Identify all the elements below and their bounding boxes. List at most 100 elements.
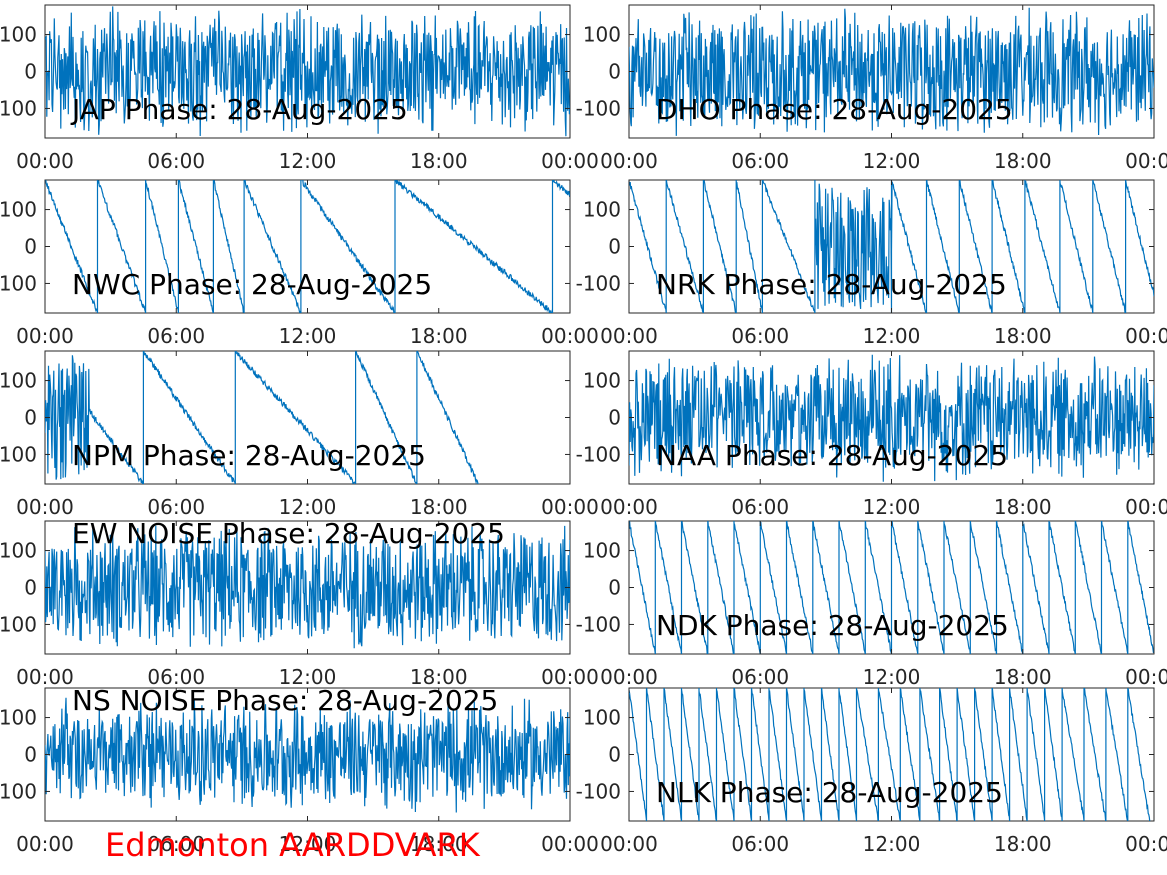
phase-trace [629, 521, 1154, 654]
x-tick-label: 00:00 [1125, 832, 1167, 856]
y-tick-label: 100 [0, 23, 37, 47]
x-tick-label: 00:00 [16, 665, 74, 689]
x-tick-label: 12:00 [863, 832, 921, 856]
panel-title: NRK Phase: 28-Aug-2025 [656, 268, 1007, 301]
phase-trace [629, 7, 1154, 136]
phase-trace [45, 351, 480, 484]
x-tick-label: 18:00 [410, 665, 468, 689]
x-tick-label: 18:00 [410, 495, 468, 519]
y-tick-label: 100 [583, 23, 621, 47]
y-tick-label: -100 [0, 612, 37, 636]
y-tick-label: 0 [24, 60, 37, 84]
panel-title: NDK Phase: 28-Aug-2025 [656, 609, 1009, 642]
x-tick-label: 06:00 [731, 832, 789, 856]
x-tick-label: 00:00 [600, 495, 658, 519]
phase-trace [45, 6, 570, 137]
x-tick-label: 06:00 [731, 324, 789, 348]
y-tick-label: 100 [583, 369, 621, 393]
x-tick-label: 06:00 [147, 324, 205, 348]
phase-panel-7: 100 0 -100 00:00 06:00 12:00 18:00 00:00 EW NOIS… [0, 517, 599, 689]
x-tick-label: 12:00 [279, 495, 337, 519]
y-tick-label: 100 [0, 198, 37, 222]
x-tick-label: 00:00 [600, 665, 658, 689]
x-tick-label: 18:00 [994, 149, 1052, 173]
x-tick-label: 06:00 [147, 832, 205, 856]
x-tick-label: 12:00 [279, 665, 337, 689]
y-tick-label: 0 [608, 576, 621, 600]
x-tick-label: 00:00 [541, 495, 599, 519]
phase-panel-10: 100 0 -100 00:00 06:00 12:00 18:00 00:00 NLK Pha… [576, 687, 1167, 856]
phase-panel-3: 100 0 -100 00:00 06:00 12:00 18:00 00:00 NWC Pha… [0, 179, 599, 348]
y-tick-label: 0 [608, 406, 621, 430]
y-tick-label: 100 [0, 706, 37, 730]
phase-panel-4: 100 0 -100 00:00 06:00 12:00 18:00 00:00 NRK Pha… [576, 179, 1167, 348]
x-tick-label: 12:00 [279, 149, 337, 173]
y-tick-label: 0 [24, 743, 37, 767]
x-tick-label: 00:00 [541, 149, 599, 173]
x-tick-label: 00:00 [600, 149, 658, 173]
y-tick-label: 100 [583, 539, 621, 563]
panel-title: NLK Phase: 28-Aug-2025 [656, 776, 1003, 809]
panel-title: JAP Phase: 28-Aug-2025 [70, 93, 408, 126]
panel-title: NAA Phase: 28-Aug-2025 [656, 439, 1008, 472]
x-tick-label: 06:00 [147, 665, 205, 689]
x-tick-label: 00:00 [16, 495, 74, 519]
x-tick-label: 12:00 [863, 149, 921, 173]
plot-area [44, 350, 571, 485]
panel-title: DHO Phase: 28-Aug-2025 [656, 93, 1013, 126]
y-tick-label: -100 [576, 96, 621, 120]
x-tick-label: 18:00 [994, 324, 1052, 348]
station-title: Edmonton AARDDVARK [105, 826, 480, 864]
y-tick-label: -100 [576, 442, 621, 466]
phase-trace [45, 180, 570, 313]
y-tick-label: 100 [583, 706, 621, 730]
y-tick-label: -100 [0, 779, 37, 803]
y-tick-label: 0 [24, 406, 37, 430]
phase-trace [629, 354, 1154, 482]
phase-panel-5: 100 0 -100 00:00 06:00 12:00 18:00 00:00 NPM Pha… [0, 350, 599, 519]
y-tick-label: -100 [0, 271, 37, 295]
x-tick-label: 00:00 [1125, 149, 1167, 173]
x-tick-label: 06:00 [147, 149, 205, 173]
x-tick-label: 00:00 [541, 665, 599, 689]
x-tick-label: 00:00 [541, 832, 599, 856]
phase-trace [45, 525, 570, 649]
x-tick-label: 18:00 [410, 832, 468, 856]
x-tick-label: 00:00 [1125, 665, 1167, 689]
phase-trace [629, 180, 1154, 313]
y-tick-label: 100 [0, 369, 37, 393]
x-tick-label: 06:00 [731, 665, 789, 689]
y-tick-label: 0 [24, 576, 37, 600]
y-tick-label: -100 [576, 779, 621, 803]
x-tick-label: 06:00 [147, 495, 205, 519]
y-tick-label: 0 [608, 60, 621, 84]
y-tick-label: 0 [608, 743, 621, 767]
x-tick-label: 18:00 [994, 665, 1052, 689]
phase-panel-8: 100 0 -100 00:00 06:00 12:00 18:00 00:00 NDK Pha… [576, 520, 1167, 689]
phase-panel-9: 100 0 -100 00:00 06:00 12:00 18:00 00:00 NS NOIS… [0, 684, 599, 856]
x-tick-label: 18:00 [410, 324, 468, 348]
panel-title: NPM Phase: 28-Aug-2025 [72, 439, 426, 472]
x-tick-label: 12:00 [863, 324, 921, 348]
y-tick-label: 100 [0, 539, 37, 563]
x-tick-label: 00:00 [16, 832, 74, 856]
x-tick-label: 12:00 [863, 665, 921, 689]
y-tick-label: -100 [0, 96, 37, 120]
x-tick-label: 00:00 [541, 324, 599, 348]
phase-trace [45, 697, 570, 813]
panel-title: NS NOISE Phase: 28-Aug-2025 [72, 684, 498, 717]
x-tick-label: 18:00 [410, 149, 468, 173]
panel-title: NWC Phase: 28-Aug-2025 [72, 268, 432, 301]
x-tick-label: 12:00 [279, 832, 337, 856]
panel-title: EW NOISE Phase: 28-Aug-2025 [72, 517, 505, 550]
x-tick-label: 06:00 [731, 495, 789, 519]
x-tick-label: 00:00 [16, 149, 74, 173]
y-tick-label: 0 [24, 235, 37, 259]
phase-trace [629, 688, 1151, 821]
phase-panel-2: 100 0 -100 00:00 06:00 12:00 18:00 00:00 DHO Pha… [576, 4, 1167, 173]
x-tick-label: 00:00 [600, 324, 658, 348]
x-tick-label: 00:00 [600, 832, 658, 856]
x-tick-label: 06:00 [731, 149, 789, 173]
y-tick-label: 0 [608, 235, 621, 259]
x-tick-label: 00:00 [1125, 495, 1167, 519]
